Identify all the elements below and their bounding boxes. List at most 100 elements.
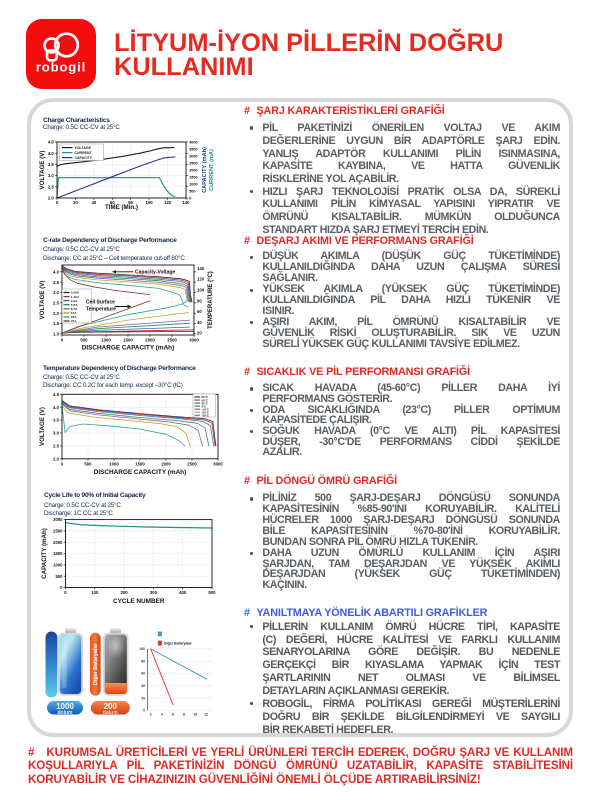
svg-text:20: 20 [197, 331, 202, 336]
svg-text:2000: 2000 [53, 540, 63, 545]
svg-text:200: 200 [121, 590, 129, 595]
svg-text:Diğer Bataryalar: Diğer Bataryalar [164, 642, 192, 646]
svg-text:1000: 1000 [101, 338, 111, 343]
svg-text:4000: 4000 [189, 140, 197, 144]
svg-text:60: 60 [110, 200, 115, 205]
svg-text:60°C: 60°C [201, 395, 208, 399]
svg-text:100: 100 [139, 647, 145, 651]
svg-text:4.0: 4.0 [53, 269, 60, 274]
svg-text:3.5: 3.5 [53, 280, 60, 285]
svg-text:VOLTAGE (V): VOLTAGE (V) [39, 281, 46, 320]
svg-text:0: 0 [61, 461, 64, 466]
svg-text:0: 0 [61, 338, 64, 343]
svg-text:CAPACITY (mAh): CAPACITY (mAh) [202, 147, 208, 193]
svg-text:dolum: dolum [58, 710, 74, 716]
svg-text:2000: 2000 [189, 168, 197, 172]
svg-text:20A: 20A [71, 315, 77, 319]
svg-text:Capacity-Voltage: Capacity-Voltage [135, 270, 175, 276]
svg-text:300: 300 [150, 590, 158, 595]
svg-text:2,9A: 2,9A [71, 299, 78, 303]
svg-text:0,58A: 0,58A [71, 291, 80, 295]
svg-text:2.0: 2.0 [53, 456, 60, 461]
svg-text:15A: 15A [71, 311, 77, 315]
svg-text:100: 100 [91, 590, 99, 595]
svg-text:80: 80 [128, 200, 133, 205]
svg-text:8: 8 [183, 713, 185, 717]
svg-text:dolum: dolum [103, 710, 119, 716]
svg-text:40: 40 [92, 200, 97, 205]
svg-text:3000: 3000 [213, 461, 223, 466]
svg-text:4.5: 4.5 [53, 392, 60, 397]
svg-text:10: 10 [193, 713, 197, 717]
svg-text:2500: 2500 [167, 338, 177, 343]
svg-text:4.0: 4.0 [53, 405, 60, 410]
svg-text:140: 140 [182, 200, 190, 205]
svg-text:1.0: 1.0 [53, 332, 60, 337]
svg-text:60: 60 [141, 672, 145, 676]
svg-text:40: 40 [141, 684, 145, 688]
svg-text:3000: 3000 [189, 338, 199, 343]
svg-text:3.0: 3.0 [53, 431, 60, 436]
svg-text:140: 140 [197, 266, 205, 271]
svg-text:40: 40 [197, 320, 202, 325]
svg-text:500: 500 [56, 574, 64, 579]
svg-text:2500: 2500 [53, 529, 63, 534]
svg-text:6: 6 [172, 713, 174, 717]
svg-text:VOLTAGE: VOLTAGE [75, 146, 92, 150]
svg-text:robogil: robogil [36, 60, 86, 75]
svg-text:0: 0 [60, 585, 63, 590]
svg-text:3500: 3500 [189, 147, 197, 151]
svg-text:1000: 1000 [109, 461, 119, 466]
svg-text:2500: 2500 [189, 161, 197, 165]
svg-text:1500: 1500 [123, 338, 133, 343]
svg-text:200: 200 [104, 702, 118, 711]
svg-text:500: 500 [189, 189, 195, 193]
svg-text:1500: 1500 [135, 461, 145, 466]
svg-text:Diğer Bataryalar: Diğer Bataryalar [93, 643, 99, 686]
svg-text:0: 0 [143, 709, 145, 713]
svg-text:80: 80 [197, 298, 202, 303]
svg-text:1000: 1000 [189, 182, 197, 186]
svg-text:1500: 1500 [53, 551, 63, 556]
svg-text:1.5: 1.5 [53, 321, 60, 326]
svg-text:4.5: 4.5 [48, 140, 55, 145]
svg-text:VOLTAGE (V): VOLTAGE (V) [39, 407, 46, 446]
svg-text:DISCHARGE CAPACITY (mAh): DISCHARGE CAPACITY (mAh) [82, 345, 174, 352]
svg-text:2.0: 2.0 [48, 196, 55, 201]
svg-text:0: 0 [64, 590, 67, 595]
svg-text:2.0: 2.0 [53, 311, 60, 316]
svg-text:400: 400 [179, 590, 187, 595]
svg-text:Cell Surface: Cell Surface [86, 300, 115, 306]
svg-text:80: 80 [141, 659, 145, 663]
svg-text:500: 500 [84, 461, 92, 466]
svg-text:1000: 1000 [53, 563, 63, 568]
svg-text:0: 0 [189, 196, 191, 200]
svg-text:500: 500 [208, 590, 216, 595]
svg-text:0°C: 0°C [201, 404, 207, 408]
svg-text:100: 100 [146, 200, 154, 205]
svg-text:25A: 25A [71, 319, 77, 323]
svg-text:3.5: 3.5 [53, 418, 60, 423]
svg-text:2000: 2000 [145, 338, 155, 343]
svg-text:4.0: 4.0 [48, 151, 55, 156]
svg-text:60: 60 [197, 309, 202, 314]
svg-text:3.5: 3.5 [48, 162, 55, 167]
svg-text:45°C: 45°C [201, 398, 208, 402]
svg-text:Temperature: Temperature [86, 307, 116, 313]
svg-text:2.5: 2.5 [48, 184, 55, 189]
svg-text:-30°C: -30°C [201, 414, 209, 418]
svg-text:-10°C: -10°C [201, 407, 209, 411]
svg-text:CAPACITY: CAPACITY [75, 156, 93, 160]
svg-text:25°C: 25°C [201, 401, 208, 405]
svg-text:2.5: 2.5 [53, 300, 60, 305]
svg-text:0: 0 [56, 200, 59, 205]
svg-text:2000: 2000 [161, 461, 171, 466]
svg-text:2500: 2500 [187, 461, 197, 466]
svg-text:CURRENT (mA): CURRENT (mA) [209, 149, 215, 191]
svg-text:3000: 3000 [53, 517, 63, 522]
svg-text:5,8A: 5,8A [71, 303, 78, 307]
svg-text:8,7A: 8,7A [71, 307, 78, 311]
svg-text:12: 12 [204, 713, 208, 717]
svg-text:TEMPERATURE (°C): TEMPERATURE (°C) [208, 271, 214, 329]
svg-text:DISCHARGE CAPACITY (mAh): DISCHARGE CAPACITY (mAh) [94, 469, 186, 476]
